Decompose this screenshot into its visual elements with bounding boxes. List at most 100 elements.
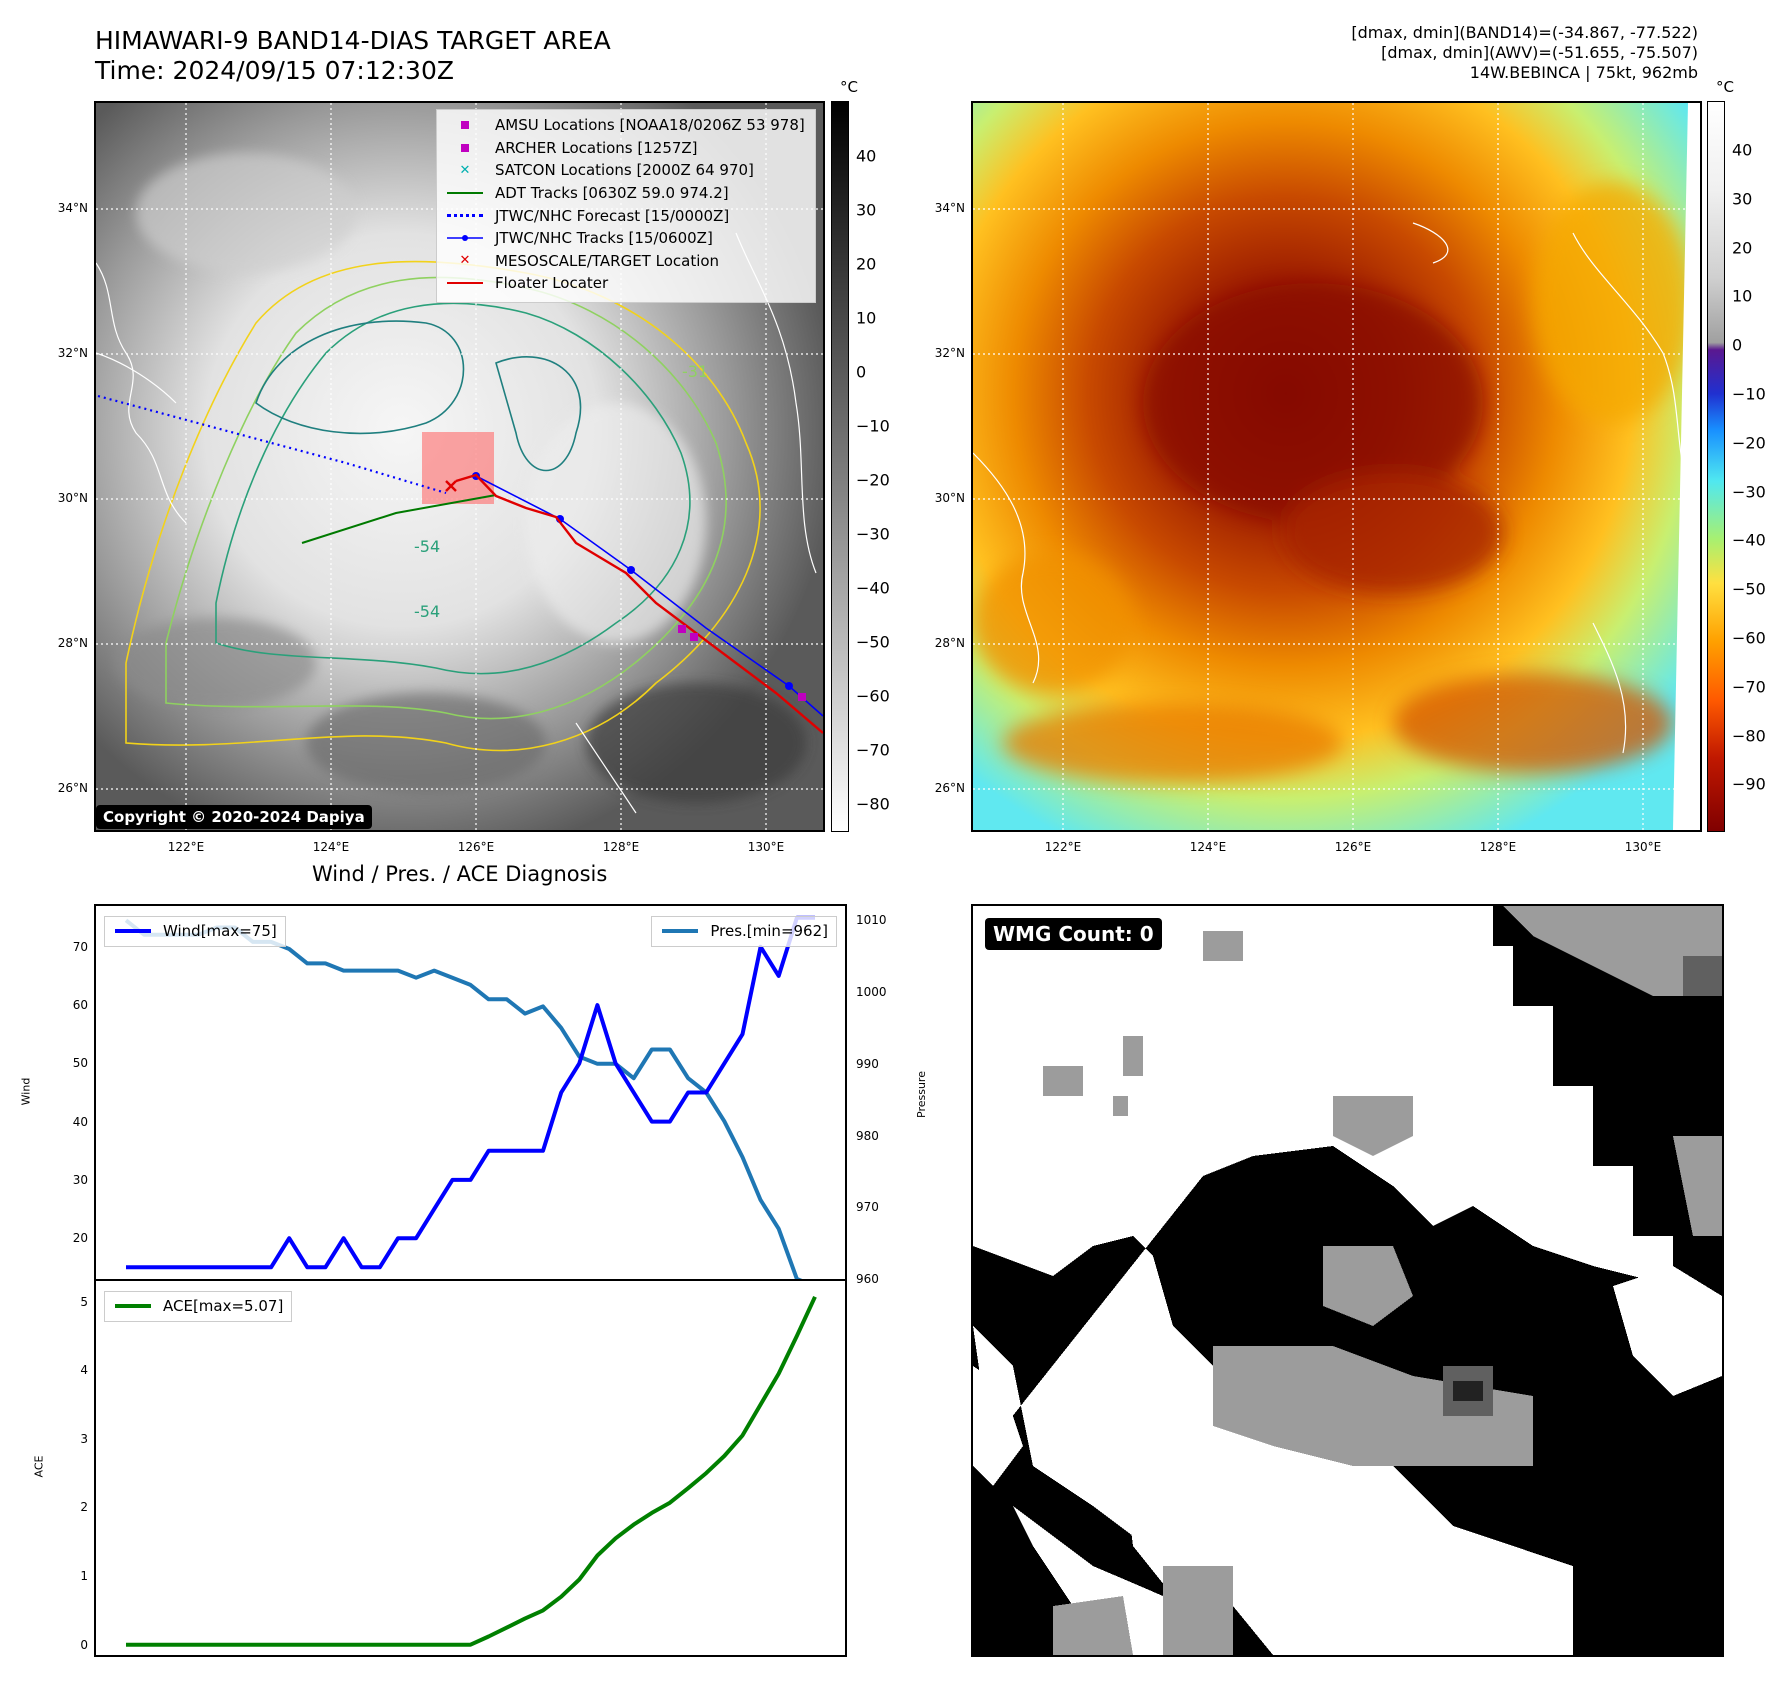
- cbar2-tick: −60: [1732, 628, 1766, 648]
- map1-lon-tick: 124°E: [312, 840, 350, 854]
- map2-lon-tick: 124°E: [1189, 840, 1227, 854]
- wind-pressure-plot: [124, 915, 815, 1279]
- cbar1-tick: −20: [856, 470, 890, 490]
- cbar1-tick: −10: [856, 416, 890, 436]
- cbar2-tick: 40: [1732, 140, 1753, 160]
- map1-lat-tick: 34°N: [57, 201, 88, 215]
- info-line-1: [dmax, dmin](BAND14)=(-34.867, -77.522): [1351, 23, 1698, 42]
- info-line-2: [dmax, dmin](AWV)=(-51.655, -75.507): [1381, 43, 1698, 62]
- wind-tick: 60: [72, 998, 88, 1013]
- jtwc-forecast-line: [97, 394, 447, 495]
- cbar2-tick: −90: [1732, 774, 1766, 794]
- cbar2-tick: −30: [1732, 482, 1766, 502]
- cbar2-tick: 30: [1732, 189, 1753, 209]
- map1-lon-tick: 130°E: [747, 840, 785, 854]
- map1-lon-tick: 128°E: [602, 840, 640, 854]
- map1-lon-tick: 122°E: [167, 840, 205, 854]
- pressure-tick: 1000: [856, 985, 887, 1000]
- title-line-1: HIMAWARI-9 BAND14-DIAS TARGET AREA: [95, 26, 611, 55]
- legend-item-satcon: ✕ SATCON Locations [2000Z 64 970]: [459, 161, 754, 180]
- target-marker: [445, 480, 457, 492]
- ace-plot: [126, 1295, 817, 1647]
- map2-lon-tick: 122°E: [1044, 840, 1082, 854]
- ace-series-line: [126, 1295, 817, 1647]
- ace-legend-label: ACE[max=5.07]: [163, 1297, 284, 1316]
- pressure-series-line: [124, 918, 803, 1279]
- diagnosis-title: Wind / Pres. / ACE Diagnosis: [312, 862, 608, 886]
- cbar2-tick: 10: [1732, 286, 1753, 306]
- ace-panel: ACE[max=5.07]: [94, 1279, 847, 1657]
- wmg-map: [973, 906, 1722, 1655]
- awv-map-panel: [971, 101, 1702, 832]
- cbar2-tick: −20: [1732, 433, 1766, 453]
- ace-tick: 2: [80, 1500, 88, 1515]
- copyright-badge: Copyright © 2020-2024 Dapiya: [96, 805, 372, 829]
- legend-item-tracks: JTWC/NHC Tracks [15/0600Z]: [445, 227, 807, 250]
- pressure-axis-label: Pressure: [914, 1071, 928, 1118]
- cbar1-tick: −30: [856, 524, 890, 544]
- cbar1-tick: 0: [856, 362, 867, 382]
- wind-pressure-panel: Wind[max=75] Pres.[min=962]: [94, 904, 847, 1281]
- wind-tick: 20: [72, 1231, 88, 1246]
- contour-label-3: -31: [682, 362, 708, 381]
- cbar1-tick: −70: [856, 740, 890, 760]
- map2-lat-tick: 34°N: [934, 201, 965, 215]
- wind-tick: 40: [72, 1114, 88, 1129]
- jtwc-track-line: [475, 475, 823, 717]
- cbar1-tick: −80: [856, 794, 890, 814]
- cbar1-tick: −50: [856, 632, 890, 652]
- cbar1-tick: 10: [856, 308, 877, 328]
- adt-track-line: [301, 494, 497, 544]
- wind-legend: Wind[max=75]: [104, 916, 286, 947]
- cbar1-tick: −60: [856, 686, 890, 706]
- map2-lat-tick: 32°N: [934, 346, 965, 360]
- ace-tick: 4: [80, 1363, 88, 1378]
- ace-tick: 1: [80, 1569, 88, 1584]
- cbar2-tick: −10: [1732, 384, 1766, 404]
- cbar1-unit: °C: [840, 78, 858, 96]
- band14-map-panel: -54 -54 -31 Copyright © 2020-2024 Dapiya…: [94, 101, 825, 832]
- awv-colorbar: [1707, 101, 1725, 832]
- legend-item-forecast: JTWC/NHC Forecast [15/0000Z]: [445, 204, 807, 227]
- map1-lon-tick: 126°E: [457, 840, 495, 854]
- pressure-legend: Pres.[min=962]: [651, 916, 837, 947]
- cbar1-tick: −40: [856, 578, 890, 598]
- wind-legend-label: Wind[max=75]: [163, 922, 277, 941]
- cbar2-unit: °C: [1716, 78, 1734, 96]
- floater-locater-line: [455, 473, 823, 734]
- ace-tick: 0: [80, 1637, 88, 1652]
- legend-item-adt: ADT Tracks [0630Z 59.0 974.2]: [445, 182, 807, 205]
- contour-label-1: -54: [414, 537, 440, 556]
- map-legend: AMSU Locations [NOAA18/0206Z 53 978] ARC…: [436, 109, 816, 303]
- wind-tick: 30: [72, 1172, 88, 1187]
- legend-item-amsu: AMSU Locations [NOAA18/0206Z 53 978]: [445, 114, 807, 137]
- ace-tick: 5: [80, 1294, 88, 1309]
- map2-lon-tick: 130°E: [1624, 840, 1662, 854]
- map1-lat-tick: 28°N: [57, 636, 88, 650]
- cbar2-tick: 0: [1732, 335, 1743, 355]
- map2-lon-tick: 126°E: [1334, 840, 1372, 854]
- cbar2-tick: 20: [1732, 238, 1753, 258]
- map2-lat-tick: 30°N: [934, 491, 965, 505]
- cbar1-tick: 40: [856, 146, 877, 166]
- wmg-count-badge: WMG Count: 0: [985, 918, 1162, 950]
- wind-axis-label: Wind: [19, 1077, 33, 1106]
- ace-legend: ACE[max=5.07]: [104, 1291, 293, 1322]
- wmg-panel: WMG Count: 0: [971, 904, 1724, 1657]
- cbar2-tick: −50: [1732, 579, 1766, 599]
- pressure-tick: 980: [856, 1128, 879, 1143]
- wind-tick: 70: [72, 939, 88, 954]
- title-line-2: Time: 2024/09/15 07:12:30Z: [95, 56, 454, 85]
- legend-item-floater: Floater Locater: [445, 272, 807, 295]
- pressure-legend-label: Pres.[min=962]: [710, 922, 828, 941]
- contour-label-2: -54: [414, 602, 440, 621]
- band14-colorbar: [831, 101, 849, 832]
- wind-series-line: [126, 915, 815, 1270]
- awv-map: [973, 103, 1700, 830]
- cbar1-tick: 30: [856, 200, 877, 220]
- cbar2-tick: −70: [1732, 677, 1766, 697]
- pressure-tick: 960: [856, 1272, 879, 1286]
- map2-lon-tick: 128°E: [1479, 840, 1517, 854]
- map2-lat-tick: 28°N: [934, 636, 965, 650]
- ace-tick: 3: [80, 1431, 88, 1446]
